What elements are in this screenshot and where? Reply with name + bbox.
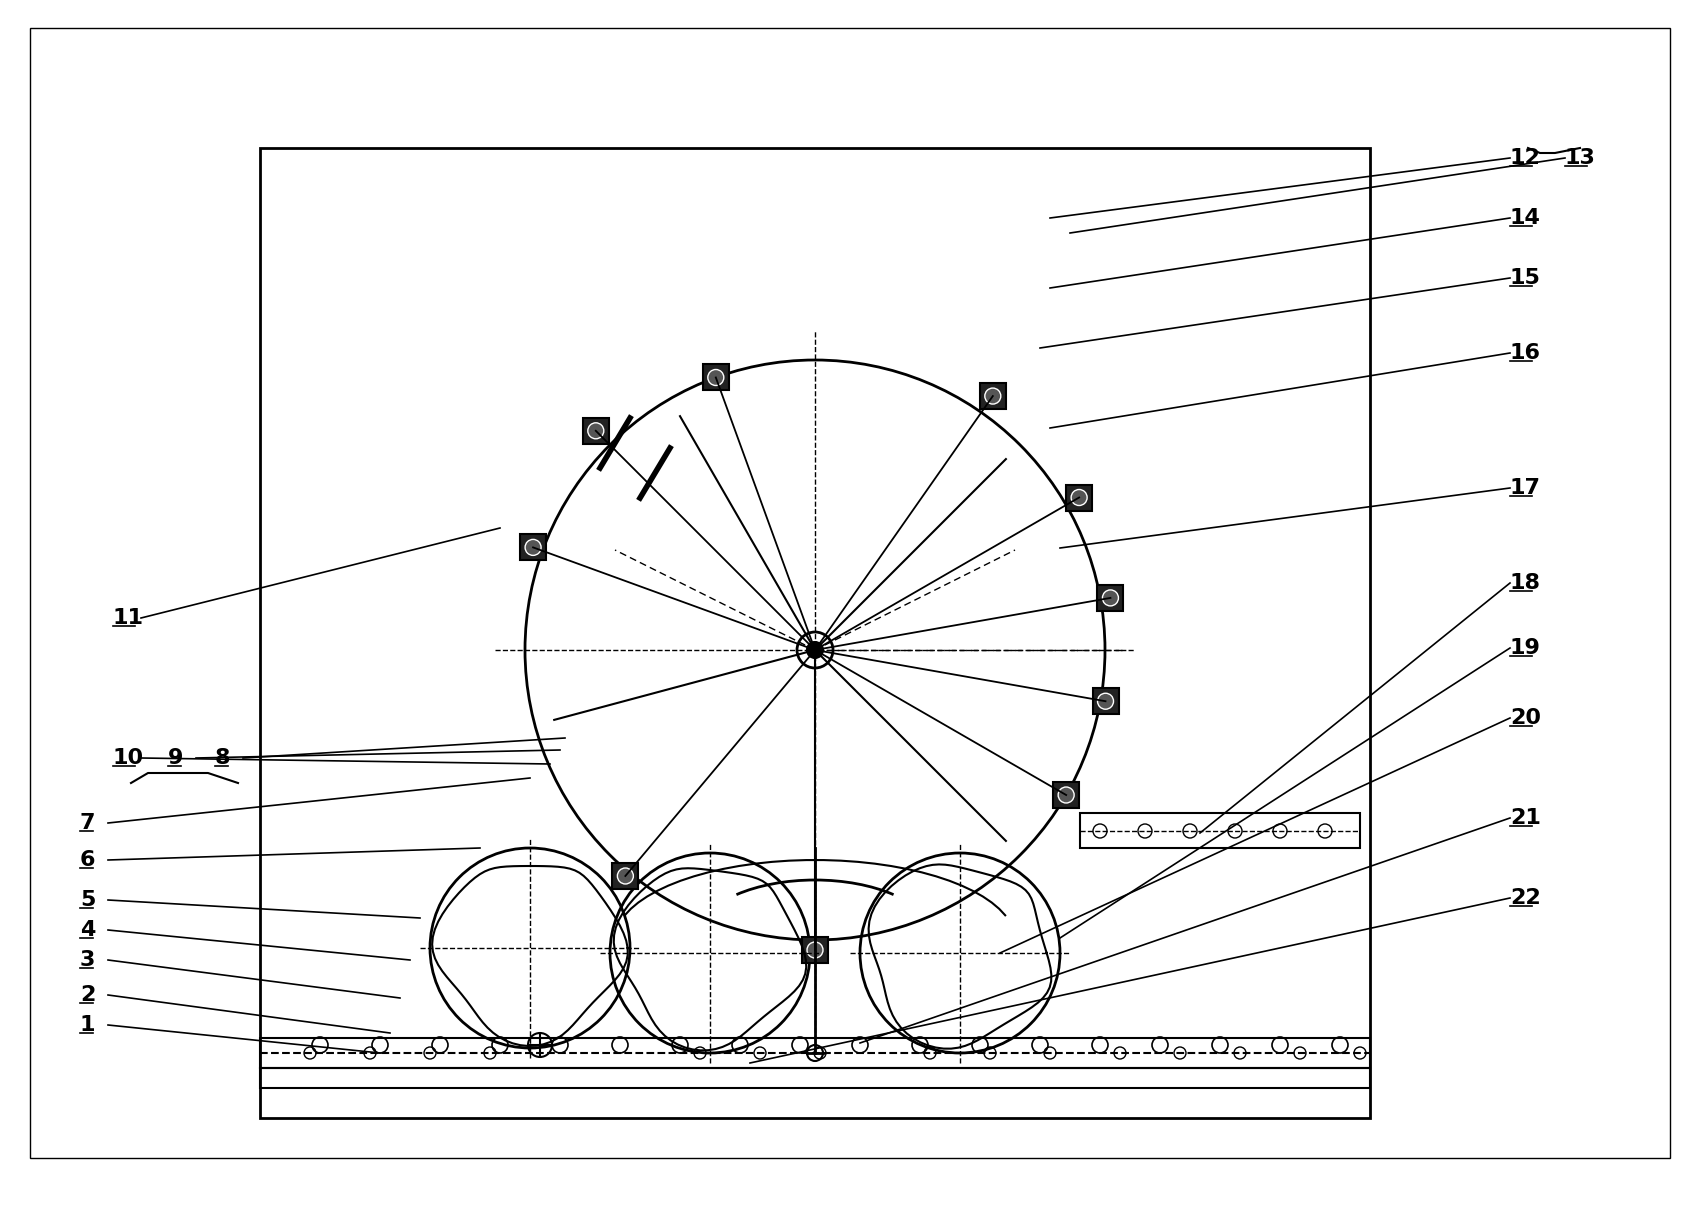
FancyBboxPatch shape: [520, 534, 546, 561]
Circle shape: [1071, 489, 1086, 505]
Circle shape: [1098, 693, 1114, 709]
Circle shape: [984, 388, 1001, 403]
Circle shape: [808, 1045, 823, 1061]
Text: 9: 9: [168, 748, 184, 768]
Bar: [260, 1038, 1370, 1068]
Text: 18: 18: [1510, 573, 1540, 593]
FancyBboxPatch shape: [612, 863, 639, 889]
Text: 2: 2: [80, 985, 95, 1005]
Circle shape: [1102, 590, 1119, 606]
Text: 16: 16: [1510, 343, 1540, 362]
Text: 14: 14: [1510, 208, 1540, 228]
Bar: [260, 149, 1370, 1117]
Text: 19: 19: [1510, 638, 1540, 658]
Bar: [1080, 813, 1360, 848]
Text: 7: 7: [80, 813, 95, 834]
Circle shape: [797, 632, 833, 668]
Text: 13: 13: [1566, 149, 1596, 168]
Text: 1: 1: [80, 1015, 95, 1035]
Text: 5: 5: [80, 890, 95, 910]
Circle shape: [588, 423, 604, 439]
Text: 11: 11: [112, 608, 144, 628]
Text: 15: 15: [1510, 268, 1540, 288]
Circle shape: [808, 942, 823, 958]
Circle shape: [617, 869, 634, 884]
Text: 12: 12: [1510, 149, 1540, 168]
Text: 4: 4: [80, 920, 95, 940]
FancyBboxPatch shape: [1052, 782, 1080, 808]
FancyBboxPatch shape: [802, 937, 828, 963]
Text: 20: 20: [1510, 708, 1540, 728]
Circle shape: [707, 370, 724, 385]
Text: 10: 10: [112, 748, 144, 768]
FancyBboxPatch shape: [1098, 585, 1124, 611]
FancyBboxPatch shape: [979, 383, 1006, 410]
FancyBboxPatch shape: [1093, 689, 1119, 714]
Circle shape: [1057, 786, 1074, 803]
Text: 21: 21: [1510, 808, 1540, 827]
Bar: [260, 1068, 1370, 1088]
Circle shape: [808, 641, 823, 658]
FancyBboxPatch shape: [583, 418, 609, 443]
Text: 8: 8: [214, 748, 231, 768]
Text: 17: 17: [1510, 478, 1540, 498]
Circle shape: [525, 540, 541, 556]
Text: 3: 3: [80, 949, 95, 970]
Text: 6: 6: [80, 850, 95, 870]
FancyBboxPatch shape: [702, 365, 729, 390]
FancyBboxPatch shape: [1066, 484, 1091, 511]
Text: 22: 22: [1510, 888, 1540, 908]
